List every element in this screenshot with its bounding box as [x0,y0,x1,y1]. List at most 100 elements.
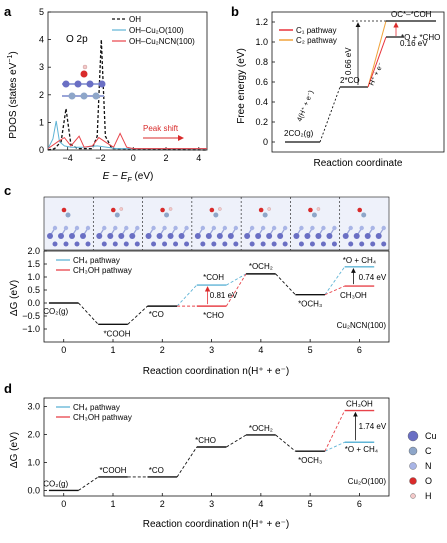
cu-atom [80,233,86,239]
legend-label: OH–Cu₂NCN(100) [129,37,195,46]
cu-atom [167,233,174,239]
c2-path [367,20,387,88]
cu-atom [205,233,212,239]
panel-a-legend: OH OH–Cu₂O(100) OH–Cu₂NCN(100) [112,15,195,46]
structure-strip [43,196,390,251]
label-co2: 2CO₂(g) [284,129,314,138]
connector [127,305,148,325]
cu-atom [178,233,185,239]
connector [226,273,247,286]
n-atom [359,225,364,231]
x-tick-label: 4 [258,345,263,355]
panel-b-xlabel: Reaction coordinate [314,158,403,169]
legend-label: CH₃OH pathway [73,413,132,422]
level-label-o_ch4: *O + CH₄ [345,445,378,454]
n-atom [233,225,239,231]
y-tick-label: 1 [39,117,44,127]
panel-b-ticks: 0 0.2 0.4 0.6 0.8 1.0 1.2 [255,17,275,147]
cu-atom [255,233,262,239]
n-atom [85,225,91,231]
y-tick-label: 3.0 [27,401,40,411]
c-atom [262,212,268,218]
x-tick-label: 1 [110,345,115,355]
cu-atom [222,241,228,247]
cu-atom [320,241,326,247]
y-tick-label: 0.6 [255,77,268,87]
pdos-curve [47,132,207,150]
y-tick-label: 1.0 [27,457,40,467]
panel-a-letter: a [4,4,12,19]
panel-a-ticks: −4 −2 0 2 4 0 1 2 3 4 5 [39,7,201,163]
o-atom [209,207,215,213]
level-label-co2: CO₂(g) [43,307,68,316]
cu-atom [69,233,75,239]
panel-a-curves [47,39,208,151]
level-label-och3: *OCH₃ [298,456,322,465]
n-atom [151,225,156,231]
x-tick-label: 3 [209,345,214,355]
level-label-ch3oh: CH₃OH [346,400,373,409]
panel-d-ticks: 0 1 2 3 4 5 6 0.0 1.0 2.0 3.0 [27,401,361,509]
cu-atom [282,241,288,247]
cu-atom [112,241,118,247]
connector [225,273,247,307]
cu-atom [370,241,376,247]
panel-a-structure-image [62,64,106,100]
panel-a-frame [47,11,208,151]
panel-b: b Free energy (eV) 0 0.2 0.4 0.6 0.8 1.0 1.2 2… [231,4,445,169]
c-atom [114,212,120,218]
y-tick-label: 1.5 [27,259,40,269]
panel-d-surface: Cu₂O(100) [348,477,387,486]
c1-path [367,36,387,88]
cu-atom [211,241,217,247]
x-tick-label: 1 [110,499,115,509]
n-atom [102,225,107,231]
atom-legend-label: C [425,446,432,456]
cu-atom [194,233,201,239]
legend-label: C₂ pathway [296,36,337,45]
n-atom [211,225,217,231]
n-atom [249,225,255,231]
o-atom [160,207,165,213]
cu-atom [129,233,136,239]
cu-atom [118,233,125,239]
cu-atom [74,241,80,247]
legend-label: CH₃OH pathway [73,266,132,275]
level-label-co: *CO [149,466,164,475]
cu-atom [348,241,354,247]
panel-c-xlabel: Reaction coordination n(H⁺ + e⁻) [143,366,289,377]
cu-atom [123,241,129,247]
cu-atom [260,241,266,247]
n-atom [381,225,386,231]
n-atom [184,225,189,231]
panel-c-ylabel: ΔG (eV) [9,280,20,316]
y-tick-label: 2.0 [27,246,40,256]
x-tick-label: 6 [357,345,362,355]
x-tick-label: 2 [160,499,165,509]
n-atom [200,225,206,231]
atom-legend-label: Cu [425,431,437,441]
n-atom [135,225,140,231]
y-tick-label: 0 [263,137,268,147]
y-tick-label: −0.5 [22,311,40,321]
label-ococoh: OC*–*COH [391,10,432,19]
c-atom [361,212,367,218]
cu-atom [233,241,239,247]
x-tick-label: −2 [95,153,105,163]
cu-atom [52,241,58,247]
legend-label: C₁ pathway [296,26,337,35]
n-atom [348,225,353,231]
cu-atom [173,241,179,247]
o-atom [308,207,313,213]
n-atom [173,225,178,231]
level-label-cooh: *COOH [99,466,126,475]
atom-legend-swatch [408,446,418,456]
y-tick-label: 0.4 [255,97,268,107]
y-tick-label: 0 [39,145,44,155]
x-tick-label: 2 [160,345,165,355]
label-174: 1.74 eV [359,422,387,431]
n-atom [52,225,58,231]
